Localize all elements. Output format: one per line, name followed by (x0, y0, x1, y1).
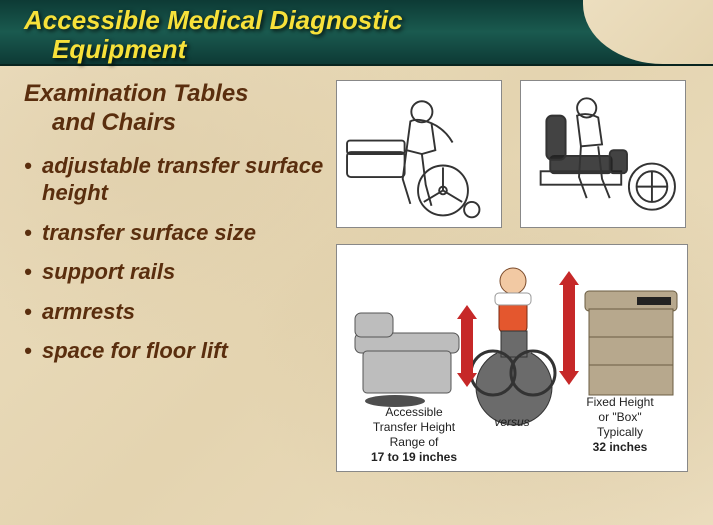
bullet-item: adjustable transfer surface height (24, 152, 324, 207)
slide-header: Accessible Medical Diagnostic Equipment (0, 0, 713, 66)
illustration-exam-chair (520, 80, 686, 228)
height-comparison-panel: versus Accessible Transfer Height Range … (336, 244, 688, 472)
bullet-list: adjustable transfer surface height trans… (24, 152, 324, 365)
bullet-item: space for floor lift (24, 337, 324, 365)
text-column: Examination Tables and Chairs adjustable… (24, 80, 324, 472)
subtitle-line-2: and Chairs (24, 109, 324, 138)
image-column: versus Accessible Transfer Height Range … (336, 80, 699, 472)
illustration-transfer-to-table (336, 80, 502, 228)
bullet-item: transfer surface size (24, 219, 324, 247)
slide-content: Examination Tables and Chairs adjustable… (0, 66, 713, 482)
bullet-item: support rails (24, 258, 324, 286)
caption-fixed: Fixed Height or "Box" Typically 32 inche… (565, 395, 675, 455)
caption-accessible: Accessible Transfer Height Range of 17 t… (349, 405, 479, 465)
height-arrow-accessible (461, 317, 473, 375)
subtitle: Examination Tables and Chairs (24, 80, 324, 138)
title-line-2: Equipment (24, 35, 713, 64)
slide-title: Accessible Medical Diagnostic Equipment (0, 0, 713, 63)
subtitle-line-1: Examination Tables (24, 80, 249, 107)
wheelchair-table-icon (339, 83, 499, 225)
exam-chair-icon (523, 83, 683, 225)
top-image-row (336, 80, 699, 228)
title-line-1: Accessible Medical Diagnostic (24, 5, 403, 35)
bullet-item: armrests (24, 298, 324, 326)
versus-label: versus (494, 415, 529, 429)
height-arrow-fixed (563, 283, 575, 373)
